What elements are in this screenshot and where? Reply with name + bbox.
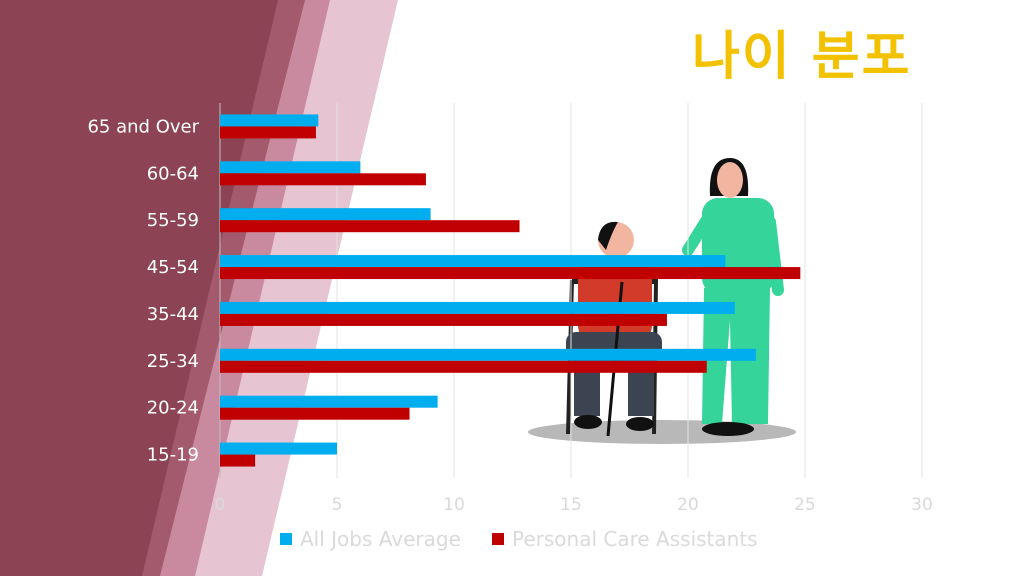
man-shoe-right bbox=[626, 417, 654, 431]
legend-swatch-all-jobs bbox=[280, 533, 292, 545]
category-label: 25-34 bbox=[147, 351, 199, 372]
bars bbox=[220, 114, 801, 467]
x-tick-label: 0 bbox=[215, 495, 226, 515]
bar-all-jobs bbox=[220, 161, 361, 174]
category-label: 65 and Over bbox=[87, 116, 199, 137]
legend-swatch-pca bbox=[492, 533, 504, 545]
bg-panel-dark bbox=[0, 0, 278, 576]
legend-label-pca: Personal Care Assistants bbox=[512, 527, 758, 551]
category-label: 60-64 bbox=[147, 163, 199, 184]
man-hair bbox=[598, 221, 618, 250]
category-label: 20-24 bbox=[147, 398, 199, 419]
legend-item-pca: Personal Care Assistants bbox=[492, 527, 758, 551]
x-tick-label: 20 bbox=[677, 495, 699, 515]
bar-pca bbox=[220, 126, 316, 139]
x-tick-label: 5 bbox=[332, 495, 343, 515]
x-tick-label: 10 bbox=[443, 495, 465, 515]
x-tick-label: 30 bbox=[911, 495, 933, 515]
slide-title: 나이 분포 bbox=[692, 27, 912, 87]
x-tick-label: 15 bbox=[560, 495, 582, 515]
category-label: 55-59 bbox=[147, 210, 199, 231]
category-label: 15-19 bbox=[147, 445, 199, 466]
bar-pca bbox=[220, 173, 426, 186]
nurse-shoes bbox=[702, 422, 754, 436]
bar-pca bbox=[220, 360, 707, 373]
x-tick-label: 25 bbox=[794, 495, 816, 515]
legend-label-all-jobs: All Jobs Average bbox=[300, 527, 461, 551]
nurse-arm bbox=[682, 212, 714, 256]
bar-all-jobs bbox=[220, 255, 726, 268]
legend-item-all-jobs: All Jobs Average bbox=[280, 527, 461, 551]
bar-pca bbox=[220, 454, 256, 467]
bar-all-jobs bbox=[220, 301, 735, 314]
bar-pca bbox=[220, 220, 520, 233]
bar-pca bbox=[220, 313, 667, 326]
bar-all-jobs bbox=[220, 442, 337, 455]
category-labels: 65 and Over 60-64 55-59 45-54 35-44 25-34 20-2… bbox=[87, 116, 199, 465]
man-shoe-left bbox=[574, 415, 602, 429]
bar-all-jobs bbox=[220, 208, 431, 221]
category-label: 35-44 bbox=[147, 304, 199, 325]
gridlines bbox=[219, 103, 923, 478]
nurse-face bbox=[717, 162, 743, 198]
bar-all-jobs bbox=[220, 348, 756, 361]
x-tick-labels: 0 5 10 15 20 25 30 bbox=[215, 495, 933, 515]
bar-pca bbox=[220, 407, 410, 420]
category-label: 45-54 bbox=[147, 257, 199, 278]
bar-pca bbox=[220, 267, 801, 280]
bar-all-jobs bbox=[220, 114, 319, 127]
bar-all-jobs bbox=[220, 395, 438, 408]
